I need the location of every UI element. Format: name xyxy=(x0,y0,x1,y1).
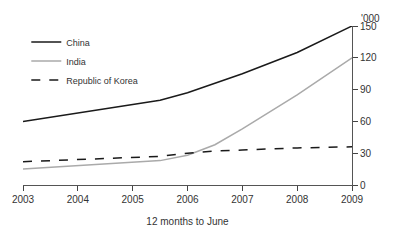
svg-text:60: 60 xyxy=(360,116,372,127)
svg-text:2005: 2005 xyxy=(122,194,145,205)
svg-text:30: 30 xyxy=(360,148,372,159)
svg-text:150: 150 xyxy=(360,21,377,32)
svg-text:90: 90 xyxy=(360,84,372,95)
svg-text:2004: 2004 xyxy=(67,194,90,205)
svg-text:120: 120 xyxy=(360,52,377,63)
svg-text:2006: 2006 xyxy=(176,194,199,205)
svg-text:12 months to June: 12 months to June xyxy=(146,216,229,227)
svg-text:0: 0 xyxy=(360,180,366,191)
svg-text:2009: 2009 xyxy=(341,194,364,205)
svg-text:Republic of Korea: Republic of Korea xyxy=(66,76,138,86)
svg-text:2003: 2003 xyxy=(12,194,35,205)
svg-text:China: China xyxy=(66,38,90,48)
svg-text:'000: '000 xyxy=(361,13,380,24)
svg-text:2007: 2007 xyxy=(231,194,254,205)
svg-text:India: India xyxy=(66,57,86,67)
svg-text:2008: 2008 xyxy=(286,194,309,205)
